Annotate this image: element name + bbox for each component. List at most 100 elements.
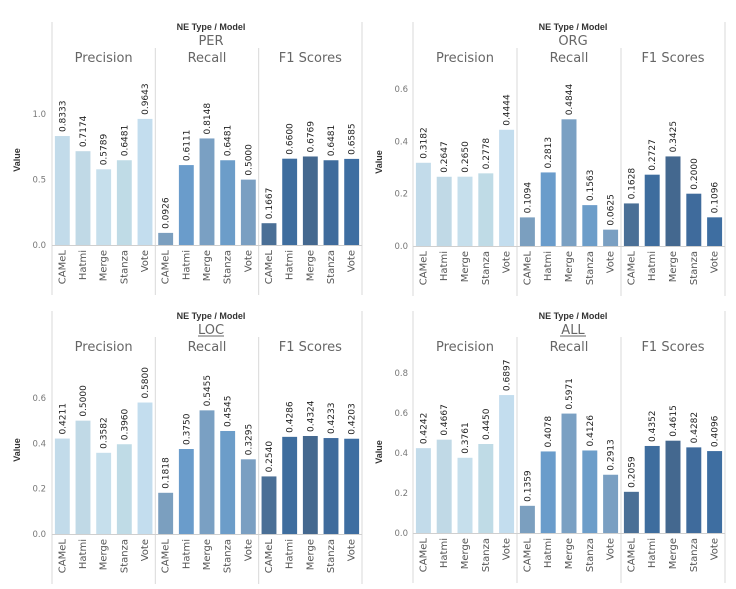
chart-header: NE Type / Model [177,22,246,32]
data-label: 0.2647 [440,141,450,173]
data-label: 0.7174 [79,115,89,147]
data-label: 0.4844 [565,84,575,116]
data-label: 0.4450 [482,408,492,440]
x-tick-label: Hatmi [439,251,450,281]
data-label: 0.4444 [503,94,513,126]
data-label: 0.4096 [711,415,721,447]
group-label-precision: Precision [75,51,133,66]
bar [75,420,91,534]
x-tick-label: Merge [668,538,679,569]
x-tick-label: Hatmi [181,250,192,280]
x-tick-label: CAMeL [161,539,172,574]
bar [54,136,70,245]
bar [519,217,535,246]
bar [457,176,473,246]
bar [137,402,153,534]
x-tick-label: CAMeL [522,538,533,573]
group-label-f1-scores: F1 Scores [641,51,704,66]
bar [240,179,256,245]
y-tick-label: 0.2 [394,190,408,200]
bar [199,138,215,245]
data-label: 0.6897 [503,360,513,391]
data-label: 0.1359 [523,470,533,502]
bar [540,451,556,533]
bar [603,229,619,246]
chart-panel-per: NE Type / Model PER 0.0 0.5 1.0 Value Precisio… [12,22,363,295]
data-label: 0.6600 [286,123,296,155]
data-label: 0.2778 [482,138,492,170]
data-label: 0.6111 [182,130,192,162]
y-tick-label: 0.2 [394,489,408,499]
x-tick-label: Hatmi [285,539,296,569]
x-tick-label: Hatmi [181,539,192,569]
group-label-recall: Recall [188,51,227,66]
bar [644,174,660,246]
bar [302,435,318,534]
y-axis-label: Value [12,438,22,462]
bar [302,156,318,245]
x-tick-label: Hatmi [78,250,89,280]
x-tick-label: Vote [710,251,721,273]
x-tick-label: Vote [140,539,151,561]
bar [478,444,494,533]
bar [582,205,598,246]
data-label: 0.2813 [544,137,554,169]
x-tick-label: Vote [243,250,254,272]
bar [415,448,431,533]
y-tick-label: 0.2 [32,485,46,495]
data-label: 0.5000 [79,385,89,417]
data-label: 0.4286 [286,401,296,433]
y-tick-label: 0.6 [394,409,408,419]
x-tick-label: Merge [668,251,679,282]
data-label: 0.2650 [461,141,471,173]
bar [499,395,515,533]
bar [240,459,256,534]
x-tick-label: Vote [606,538,617,560]
x-tick-label: CAMeL [522,251,533,286]
bar [158,492,174,534]
x-tick-label: Merge [99,539,110,570]
x-tick-label: Stanza [689,538,700,572]
x-tick-label: Vote [710,538,721,560]
bar [54,438,70,534]
data-label: 0.2727 [648,139,658,171]
bar [603,474,619,533]
y-tick-label: 0.4 [32,439,46,449]
x-tick-label: Hatmi [285,250,296,280]
bar [178,165,194,245]
bar [665,440,681,533]
x-tick-label: CAMeL [264,539,275,574]
data-label: 0.1667 [265,188,275,220]
y-tick-label: 0.4 [394,137,408,147]
x-tick-label: Vote [606,251,617,273]
x-tick-label: Hatmi [439,538,450,568]
y-tick-label: 0.0 [32,530,46,540]
x-tick-label: Hatmi [647,251,658,281]
x-tick-label: Stanza [326,250,337,284]
data-label: 0.5800 [141,367,151,399]
x-tick-label: Merge [305,539,316,570]
data-label: 0.5789 [100,134,110,166]
x-tick-label: Vote [140,250,151,272]
chart-panel-all: NE Type / Model ALL 0.0 0.2 0.4 0.6 0.8 Value Pr… [374,311,726,583]
data-label: 0.8148 [203,103,213,135]
bar [623,491,639,533]
data-label: 0.4324 [306,400,316,432]
bar [344,438,360,534]
y-tick-label: 0.0 [32,241,46,251]
group-label-f1-scores: F1 Scores [641,340,704,355]
data-label: 0.3761 [461,422,471,454]
data-label: 0.1094 [523,182,533,214]
data-label: 0.6769 [306,121,316,153]
x-tick-label: CAMeL [264,250,275,285]
bar [220,430,236,534]
bar [582,450,598,533]
data-label: 0.4667 [440,404,450,436]
bar [623,203,639,246]
chart-title: ORG [558,34,587,49]
bar [665,156,681,246]
data-label: 0.4282 [690,412,700,444]
bar [457,457,473,533]
group-label-recall: Recall [188,340,227,355]
y-tick-label: 0.6 [32,394,46,404]
